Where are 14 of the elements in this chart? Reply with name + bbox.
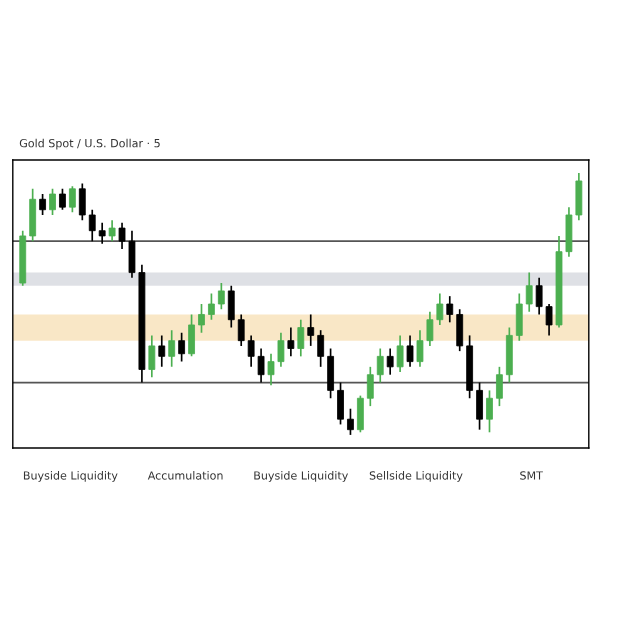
candlestick [386, 347, 394, 376]
candlestick [297, 318, 305, 358]
candlestick [68, 185, 76, 214]
candlestick [168, 329, 176, 368]
candlestick [158, 334, 166, 368]
candlestick [108, 219, 116, 242]
candlestick [287, 326, 295, 358]
candlestick [406, 334, 414, 368]
candlestick [148, 334, 156, 379]
candlestick [39, 193, 46, 216]
candlestick [49, 187, 56, 216]
candlestick [59, 187, 66, 211]
candlestick [178, 331, 186, 363]
candlestick [396, 334, 404, 373]
